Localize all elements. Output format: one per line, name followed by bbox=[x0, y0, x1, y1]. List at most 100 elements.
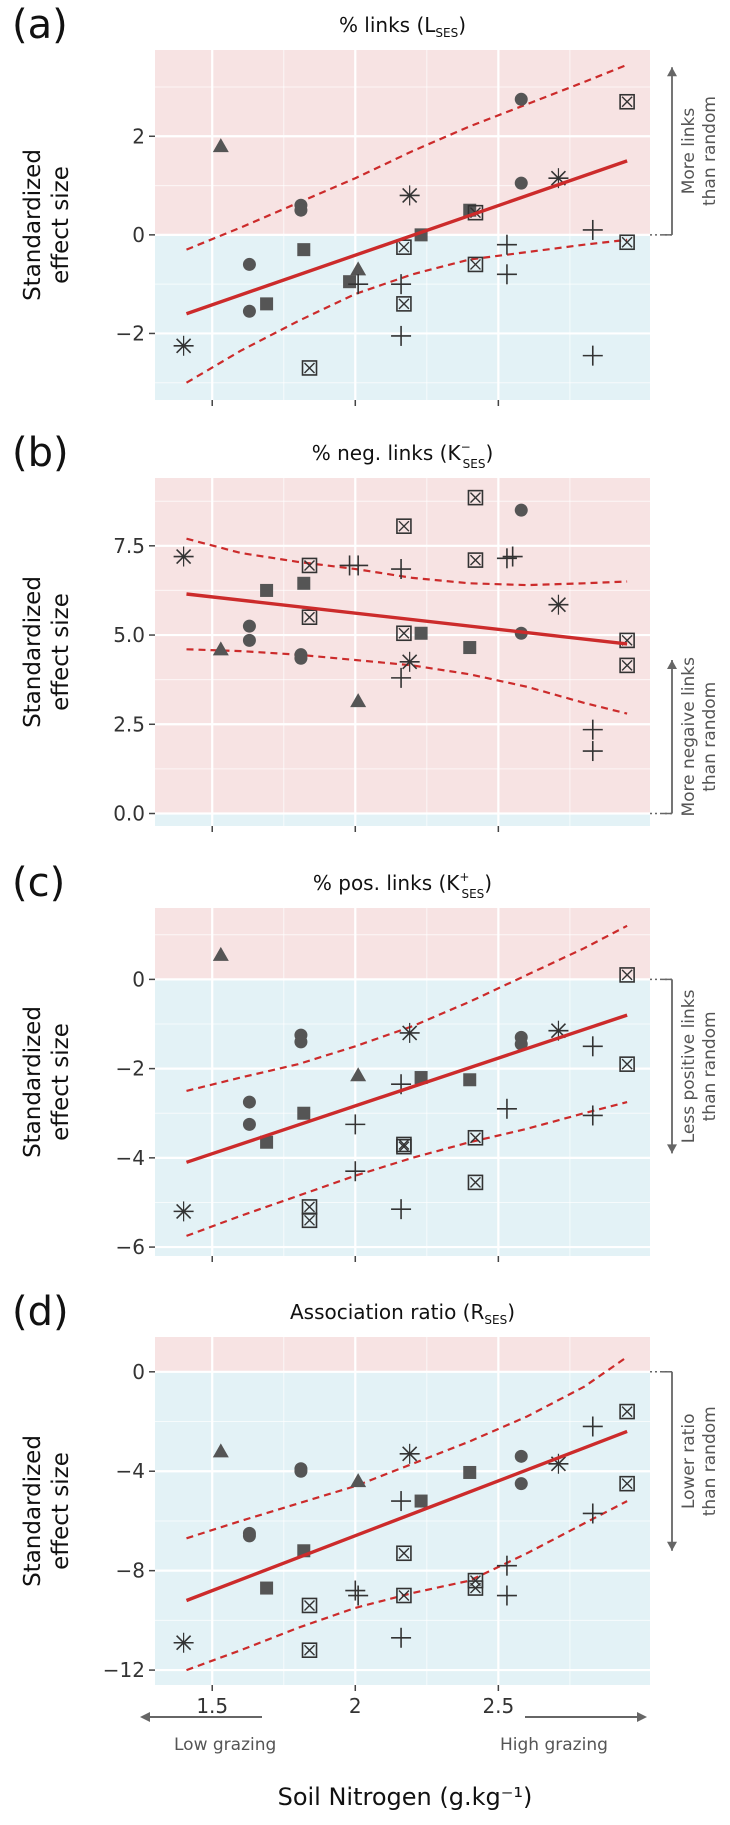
point-plus bbox=[582, 741, 603, 762]
point-boxed-x bbox=[619, 1475, 635, 1492]
positive-zone bbox=[155, 908, 650, 980]
point-circle bbox=[514, 503, 528, 517]
point-plus bbox=[348, 1585, 369, 1606]
point-circle bbox=[514, 1477, 528, 1491]
point-asterisk bbox=[548, 594, 569, 615]
fit-line bbox=[186, 592, 628, 646]
panel-title: Association ratio (RSES) bbox=[290, 1300, 515, 1327]
point-asterisk bbox=[399, 185, 420, 206]
point-plus bbox=[502, 546, 523, 567]
point-plus bbox=[582, 1503, 603, 1524]
point-asterisk bbox=[173, 1632, 194, 1653]
ci-lower-line bbox=[186, 648, 628, 715]
ci-lower-line bbox=[186, 1101, 628, 1237]
point-triangle bbox=[350, 1473, 367, 1488]
point-plus bbox=[348, 274, 369, 295]
negative-zone bbox=[155, 234, 650, 400]
negative-zone bbox=[155, 1371, 650, 1685]
point-boxed-x bbox=[301, 1212, 318, 1229]
point-asterisk bbox=[173, 335, 194, 356]
x-axis-label: Soil Nitrogen (g.kg⁻¹) bbox=[278, 1783, 533, 1811]
panel-title-main: % pos. links (K bbox=[313, 871, 460, 895]
point-square bbox=[463, 1465, 477, 1479]
point-boxed-x bbox=[301, 360, 318, 376]
y-tick-label: −4 bbox=[116, 1459, 145, 1483]
panel-d: −12 −8 −4 0 1.5 2 2.5 (d) Association ratio (RSE… bbox=[12, 1289, 720, 1718]
confidence-band bbox=[186, 924, 628, 1237]
point-square bbox=[414, 1071, 428, 1085]
ci-upper-line bbox=[186, 537, 628, 587]
negative-zone bbox=[155, 813, 650, 826]
point-boxed-x bbox=[619, 1056, 635, 1072]
panel-title-close: ) bbox=[458, 13, 466, 37]
y-tick-label: −2 bbox=[116, 1057, 145, 1081]
point-asterisk bbox=[399, 651, 420, 672]
high-grazing-arrowhead-icon bbox=[637, 1712, 647, 1722]
point-triangle bbox=[212, 1443, 229, 1458]
panel-title-main: % links (L bbox=[339, 13, 436, 37]
points bbox=[173, 489, 635, 762]
point-plus bbox=[496, 1098, 517, 1119]
point-circle bbox=[514, 1037, 528, 1051]
panel-title-sub: SES bbox=[463, 457, 486, 471]
point-boxed-x bbox=[619, 93, 635, 110]
point-plus bbox=[345, 1580, 366, 1601]
point-triangle bbox=[212, 641, 229, 656]
side-annotation-line: More links bbox=[679, 108, 699, 195]
annotation-arrowhead-icon bbox=[667, 1144, 677, 1154]
x-tick-label: 2.5 bbox=[482, 1694, 514, 1718]
point-boxed-x bbox=[467, 1580, 484, 1596]
point-boxed-x bbox=[396, 1587, 412, 1604]
panels: −202(a)% links (LSES)Standardizedeffect … bbox=[12, 2, 720, 1718]
y-tick-label: −4 bbox=[116, 1146, 145, 1170]
point-square bbox=[260, 1581, 274, 1595]
panel-title-sub: SES bbox=[461, 887, 484, 901]
y-tick-label: 7.5 bbox=[113, 534, 145, 558]
panel-title-close: ) bbox=[507, 1300, 515, 1324]
point-circle bbox=[242, 1529, 256, 1543]
y-axis-label-line: Standardized bbox=[20, 576, 46, 728]
point-plus bbox=[496, 234, 517, 255]
panel-title-close: ) bbox=[485, 441, 493, 465]
point-asterisk bbox=[173, 1201, 194, 1222]
y-axis-label-line: effect size bbox=[48, 593, 74, 711]
point-circle bbox=[294, 203, 308, 217]
x-tick-label: 2 bbox=[349, 1694, 362, 1718]
point-plus bbox=[496, 1555, 517, 1576]
point-plus bbox=[345, 1114, 366, 1135]
point-boxed-x bbox=[396, 239, 412, 255]
panel-a: −2 0 2 (a) % links (LSES) Standardizedeffect … bbox=[12, 2, 720, 406]
point-boxed-x bbox=[467, 256, 484, 273]
panel-title-sup: + bbox=[459, 870, 469, 884]
point-square bbox=[343, 275, 357, 289]
confidence-band bbox=[185, 63, 628, 384]
point-circle bbox=[294, 1464, 308, 1478]
panel-title-main: % neg. links (K bbox=[312, 441, 462, 465]
points bbox=[173, 1403, 635, 1658]
side-annotation: More linksthan random bbox=[679, 96, 720, 206]
point-plus bbox=[582, 345, 603, 366]
point-boxed-x bbox=[396, 518, 412, 534]
point-boxed-x bbox=[467, 552, 484, 568]
y-tick-label: −6 bbox=[116, 1235, 145, 1259]
point-triangle bbox=[350, 1067, 367, 1082]
panel-letter: (c) bbox=[12, 860, 65, 906]
point-plus bbox=[582, 1416, 603, 1437]
point-circle bbox=[242, 257, 256, 271]
point-triangle bbox=[212, 946, 229, 961]
annotation-arrowhead-icon bbox=[667, 660, 677, 670]
point-square bbox=[260, 297, 274, 311]
y-tick-label: 2 bbox=[132, 124, 145, 148]
y-axis-label-line: Standardized bbox=[20, 149, 46, 301]
point-circle bbox=[242, 1095, 256, 1109]
point-square bbox=[260, 1135, 274, 1149]
positive-zone bbox=[155, 50, 650, 235]
x-tick-label: 1.5 bbox=[196, 1694, 228, 1718]
low-grazing-arrowhead-icon bbox=[140, 1712, 150, 1722]
point-plus bbox=[496, 264, 517, 285]
side-annotation-line: Less positive links bbox=[679, 989, 699, 1143]
point-boxed-x bbox=[619, 234, 635, 251]
point-circle bbox=[514, 1449, 528, 1463]
point-asterisk bbox=[399, 1443, 420, 1464]
